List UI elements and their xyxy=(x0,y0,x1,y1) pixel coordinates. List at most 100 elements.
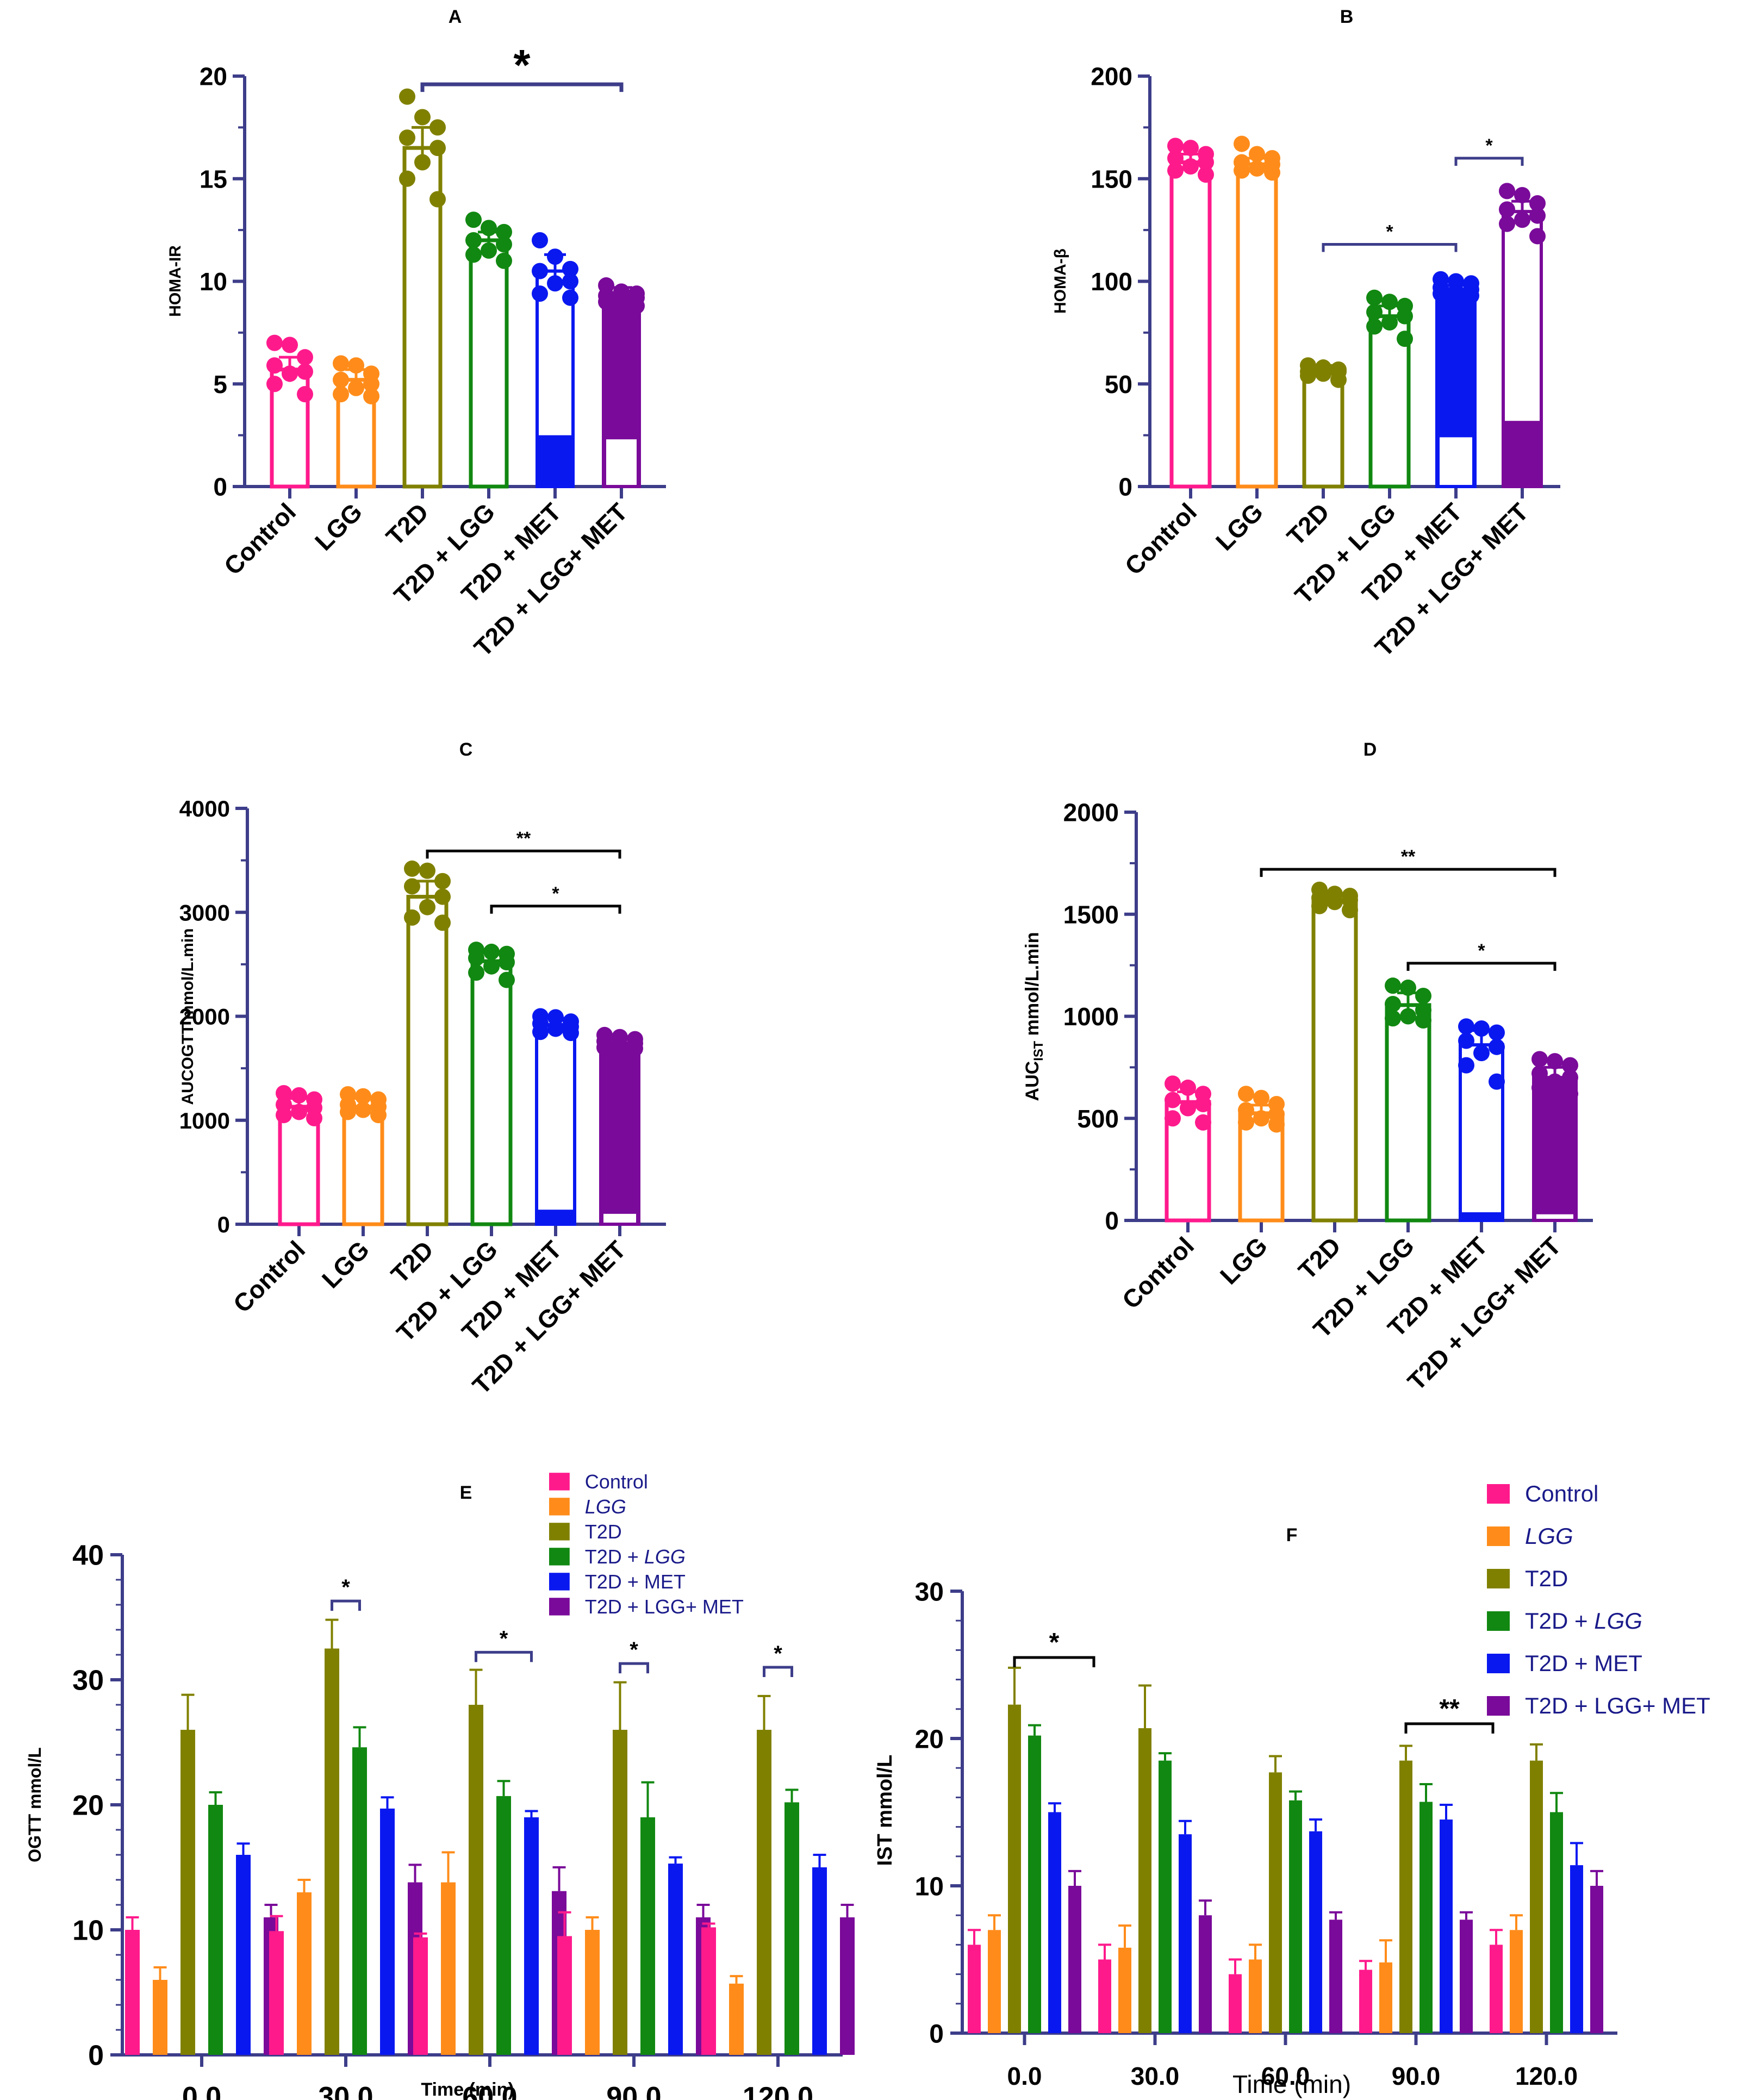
significance-label: ** xyxy=(516,828,531,849)
bar xyxy=(599,1044,640,1226)
x-category-label: LGG xyxy=(1210,497,1268,556)
x-axis-label: Time (min) xyxy=(1232,2070,1351,2098)
bar xyxy=(278,1105,320,1226)
data-point xyxy=(414,154,431,171)
data-point xyxy=(547,1020,564,1037)
y-tick-label: 10 xyxy=(200,267,227,296)
legend-swatch xyxy=(549,1598,570,1616)
data-point xyxy=(562,289,578,306)
bar-inner-fill xyxy=(606,439,637,485)
data-point xyxy=(1385,1010,1401,1027)
data-point xyxy=(481,242,497,259)
data-point xyxy=(1264,164,1280,181)
data-point xyxy=(1489,1024,1505,1041)
x-category-label: T2D xyxy=(1293,1231,1346,1285)
bar xyxy=(342,1105,384,1226)
data-point xyxy=(1529,228,1546,245)
data-point xyxy=(1385,995,1401,1012)
y-axis-label: HOMA-IR xyxy=(166,245,184,317)
bar xyxy=(1249,1959,1262,2033)
bar xyxy=(413,1937,428,2055)
data-point xyxy=(429,191,446,208)
data-point xyxy=(1415,987,1431,1004)
significance-label: * xyxy=(341,1575,350,1599)
data-point xyxy=(297,363,313,380)
significance-bracket xyxy=(619,1662,649,1674)
bar xyxy=(1550,1812,1563,2033)
data-point xyxy=(1547,1053,1563,1070)
data-point xyxy=(612,1037,628,1054)
legend: Control LGG T2D T2D + LGG T2D + MET T2D + LGG… xyxy=(1487,1481,1710,1718)
data-point xyxy=(1499,201,1515,218)
y-axis-label: IST mmol/L xyxy=(874,1755,896,1866)
legend-label-part: T2D + xyxy=(585,1546,644,1568)
data-point xyxy=(1489,1038,1505,1055)
data-point xyxy=(1529,195,1546,212)
bar xyxy=(208,1805,223,2055)
data-point xyxy=(266,376,283,392)
data-point xyxy=(1531,1051,1548,1068)
data-point xyxy=(276,1107,292,1124)
data-point xyxy=(496,236,512,253)
bar xyxy=(1269,1772,1282,2033)
x-category-label: Control xyxy=(1119,497,1202,580)
data-point xyxy=(399,170,415,187)
data-point xyxy=(363,388,379,404)
data-point xyxy=(434,888,451,905)
bar xyxy=(1138,1728,1151,2033)
data-point xyxy=(404,878,420,895)
bar xyxy=(1289,1800,1302,2033)
significance-label: ** xyxy=(1439,1694,1460,1723)
bar xyxy=(1490,1945,1503,2033)
panel-c: C AUCOGTT mmol/L.min 0 1000 2000 3000 4000 Cont… xyxy=(179,739,666,1400)
data-point xyxy=(419,899,435,915)
data-point xyxy=(399,88,415,105)
bar xyxy=(840,1917,855,2055)
y-tick-label: 4000 xyxy=(179,796,230,821)
bar xyxy=(812,1867,827,2055)
significance-bracket xyxy=(1404,1722,1495,1734)
data-point xyxy=(563,1025,579,1042)
bar xyxy=(585,1930,600,2055)
data-point xyxy=(1448,283,1464,300)
data-point xyxy=(1366,304,1383,321)
legend-label: LGG xyxy=(1525,1523,1573,1549)
data-point xyxy=(1165,1110,1181,1127)
data-point xyxy=(291,1087,307,1104)
data-point xyxy=(429,140,446,157)
data-point xyxy=(348,379,364,396)
y-tick-label: 500 xyxy=(1077,1105,1119,1133)
legend-swatch xyxy=(1487,1611,1510,1631)
data-point xyxy=(306,1110,322,1126)
y-tick-label: 200 xyxy=(1091,63,1132,91)
bar xyxy=(668,1864,683,2055)
data-point xyxy=(266,334,283,351)
data-point xyxy=(483,958,500,975)
x-category-label: T2D xyxy=(385,1235,439,1288)
bar xyxy=(1570,1865,1583,2033)
bar xyxy=(1179,1834,1192,2033)
data-point xyxy=(1198,154,1214,171)
bar xyxy=(1118,1947,1131,2033)
significance-bracket xyxy=(1013,1656,1095,1667)
data-point xyxy=(1249,160,1265,177)
bar xyxy=(406,895,449,1226)
y-tick-label: 3000 xyxy=(179,900,230,925)
x-category-label: Control xyxy=(219,497,301,580)
data-point xyxy=(414,109,431,126)
data-point xyxy=(1249,146,1265,163)
y-tick-label: 10 xyxy=(915,1872,944,1901)
data-point xyxy=(1531,1065,1548,1082)
bar xyxy=(524,1817,539,2055)
bar xyxy=(1229,1974,1242,2033)
data-point xyxy=(1463,287,1479,304)
x-category-label: 0.0 xyxy=(1007,2062,1042,2090)
data-point xyxy=(355,1088,371,1105)
data-point xyxy=(1195,1114,1211,1131)
data-point xyxy=(1381,294,1398,310)
legend-swatch xyxy=(1487,1654,1510,1673)
y-tick-label: 1000 xyxy=(179,1108,230,1133)
y-tick-label: 30 xyxy=(915,1578,944,1606)
x-category-label: T2D xyxy=(1281,497,1335,551)
